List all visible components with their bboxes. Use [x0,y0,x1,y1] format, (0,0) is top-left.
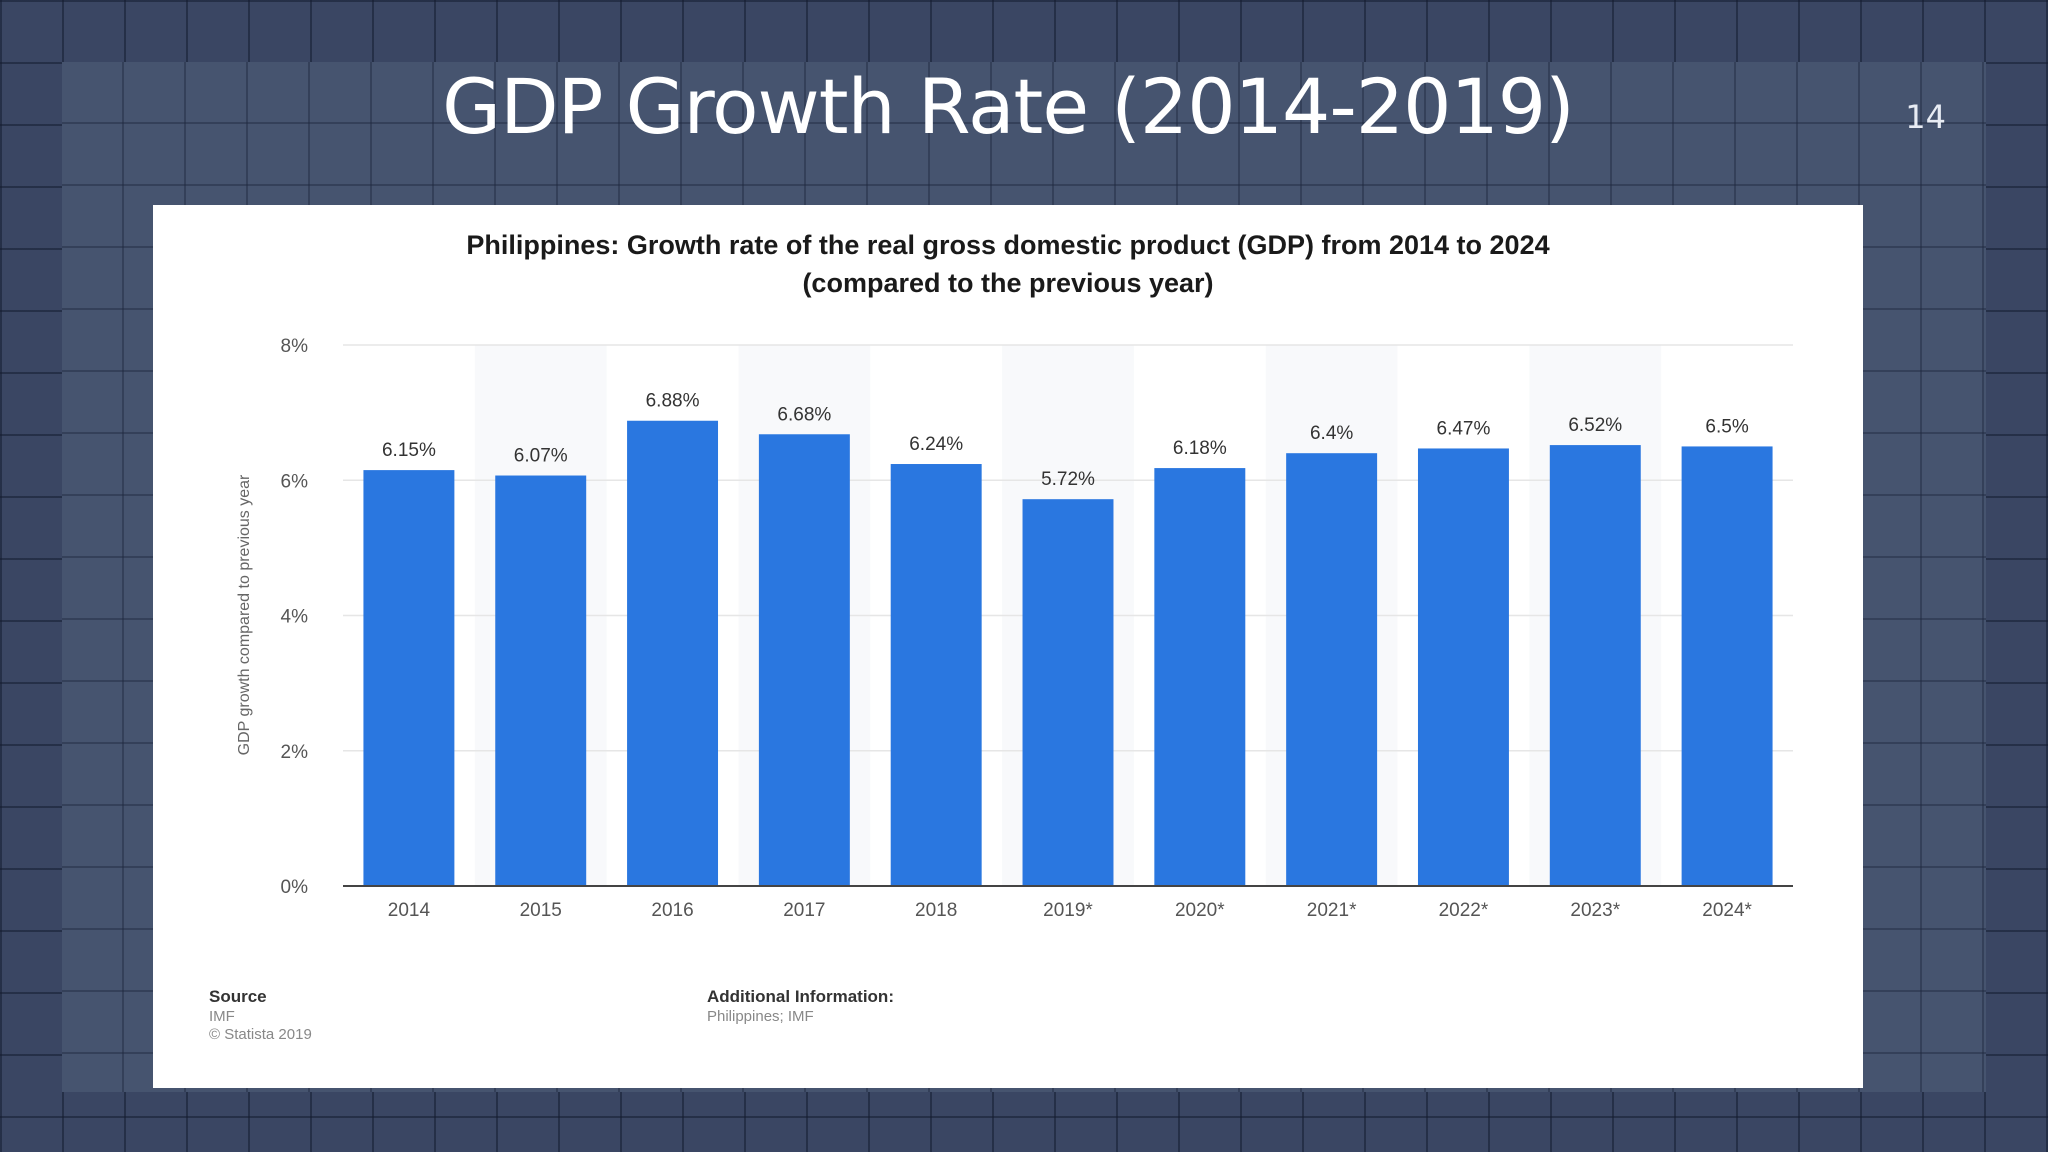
bar-2022[interactable] [1417,448,1509,886]
bar-2018[interactable] [890,464,982,886]
source-heading: Source [209,987,267,1006]
y-tick-label: 6% [281,471,309,492]
y-tick-labels: 0% 2% 4% 6% 8% [281,336,309,898]
x-tick-label: 2014 [388,900,431,921]
x-tick-label: 2016 [651,900,693,921]
data-label: 6.68% [777,404,831,425]
bars [363,420,1773,886]
source-line: © Statista 2019 [209,1026,312,1043]
data-label: 6.5% [1705,416,1748,437]
chart-title-line2: (compared to the previous year) [802,268,1213,298]
x-tick-label: 2020* [1175,900,1225,921]
bar-2016[interactable] [627,420,719,886]
info-heading: Additional Information: [707,987,894,1006]
source-line: IMF [209,1008,235,1025]
x-tick-labels: 2014 2015 2016 2017 2018 2019* 2020* 2021* 2022*… [388,900,1753,921]
x-tick-label: 2024* [1702,900,1752,921]
y-tick-label: 0% [281,877,309,898]
x-tick-label: 2022* [1439,900,1489,921]
bar-2020[interactable] [1154,468,1246,886]
x-tick-label: 2023* [1570,900,1620,921]
x-tick-label: 2017 [783,900,825,921]
bar-2017[interactable] [758,434,850,886]
y-tick-label: 2% [281,742,309,763]
data-label: 6.15% [382,440,436,461]
x-tick-label: 2019* [1043,900,1093,921]
bar-2021[interactable] [1286,453,1378,886]
data-label: 5.72% [1041,469,1095,490]
slide-number: 14 [1905,98,1946,136]
data-label: 6.18% [1173,438,1227,459]
data-label: 6.4% [1310,423,1353,444]
data-labels: 6.15% 6.07% 6.88% 6.68% 6.24% 5.72% 6.18% 6.4% 6… [382,391,1749,490]
slide-title: GDP Growth Rate (2014-2019) [442,62,1575,151]
info-line: Philippines; IMF [707,1008,814,1025]
y-tick-label: 4% [281,607,309,628]
bar-2024[interactable] [1681,446,1773,886]
bar-chart: Philippines: Growth rate of the real gro… [209,230,1793,1043]
bar-2019[interactable] [1022,499,1114,886]
x-tick-label: 2018 [915,900,957,921]
data-label: 6.07% [514,446,568,467]
bar-2014[interactable] [363,470,455,886]
x-tick-label: 2021* [1307,900,1357,921]
y-tick-label: 8% [281,336,309,357]
bar-2023[interactable] [1549,445,1641,886]
data-label: 6.52% [1568,415,1622,436]
y-axis-label: GDP growth compared to previous year [236,474,253,755]
data-label: 6.88% [646,391,700,412]
chart-title-line1: Philippines: Growth rate of the real gro… [466,230,1549,260]
bar-2015[interactable] [495,475,587,886]
data-label: 6.24% [909,434,963,455]
data-label: 6.47% [1437,418,1491,439]
x-tick-label: 2015 [520,900,562,921]
chart-card: Philippines: Growth rate of the real gro… [153,205,1863,1088]
